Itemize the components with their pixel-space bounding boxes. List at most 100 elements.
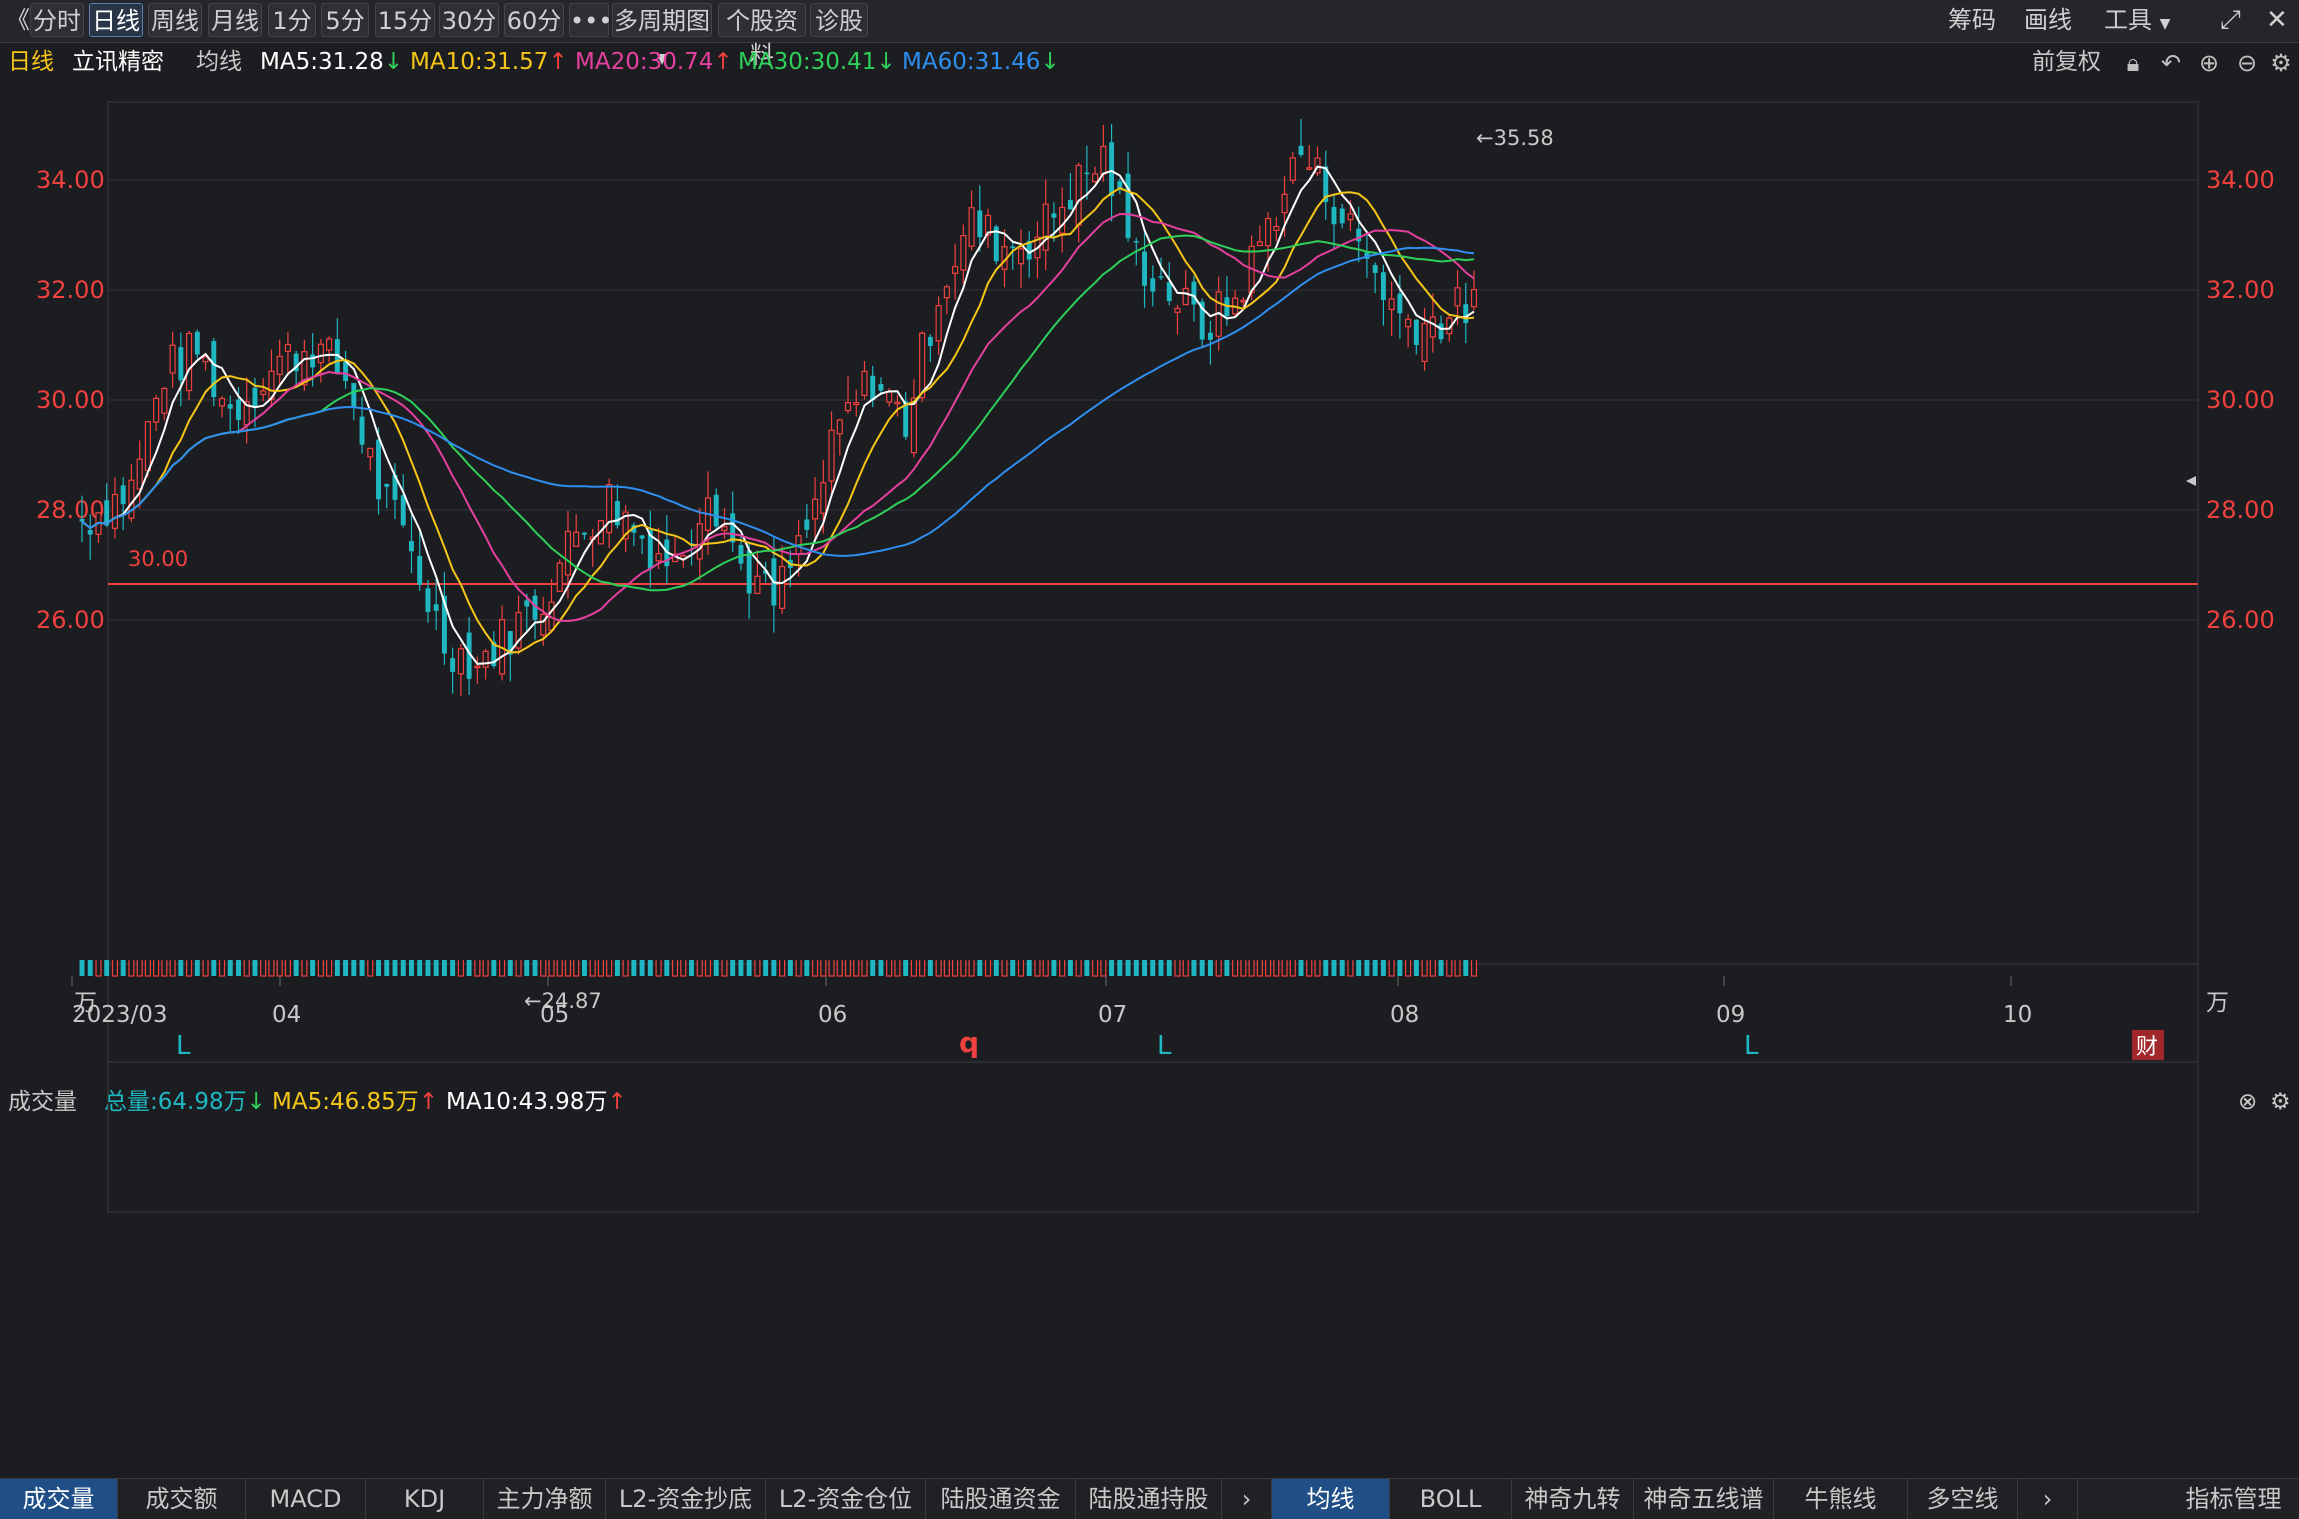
candle-body-up bbox=[811, 498, 819, 520]
tab-hk-connect-flow[interactable]: 陆股通资金 bbox=[926, 1479, 1076, 1519]
tab-macd[interactable]: MACD bbox=[246, 1479, 366, 1519]
volume-bar-up bbox=[301, 960, 308, 977]
candle-body-up bbox=[960, 234, 967, 271]
tab-weekly[interactable]: 周线 bbox=[148, 3, 202, 37]
lock-icon[interactable]: 🔒︎ bbox=[2126, 49, 2140, 77]
volume-bar-down bbox=[1158, 960, 1164, 976]
double-chevron-left-icon[interactable]: 《 bbox=[6, 6, 30, 34]
volume-bar-up bbox=[317, 960, 324, 977]
chips-button[interactable]: 筹码 bbox=[1948, 6, 1996, 34]
tab-bull-bear[interactable]: 牛熊线 bbox=[1774, 1479, 1908, 1519]
tab-long-short[interactable]: 多空线 bbox=[1908, 1479, 2018, 1519]
tab-l2-position[interactable]: L2-资金仓位 bbox=[766, 1479, 926, 1519]
candle-body-up bbox=[276, 355, 283, 376]
stock-profile-button[interactable]: 个股资料 bbox=[718, 3, 806, 69]
volume-bar-down bbox=[104, 960, 110, 976]
candle-body-down bbox=[491, 641, 497, 667]
candle-body-up bbox=[482, 650, 489, 668]
candle-body-up bbox=[161, 387, 168, 414]
candle-body-down bbox=[293, 353, 299, 372]
tab-magic-nine[interactable]: 神奇九转 bbox=[1512, 1479, 1634, 1519]
ma-label[interactable]: 均线 bbox=[196, 49, 242, 75]
tab-30min[interactable]: 30分 bbox=[439, 3, 499, 37]
marker-l-2[interactable]: L bbox=[1157, 1031, 1172, 1061]
multi-period-button[interactable]: 多周期图 ▼ bbox=[612, 3, 712, 67]
candlestick-chart[interactable]: 34.00 34.00 32.00 32.00 30.00 30.00 28.00 28.00… bbox=[0, 82, 2299, 1082]
volume-bar-up bbox=[1248, 960, 1255, 977]
undo-icon[interactable]: ↶ bbox=[2160, 49, 2182, 77]
chart-frame bbox=[107, 101, 2199, 1063]
candle-body-down bbox=[1026, 240, 1032, 260]
volume-bar-up bbox=[111, 960, 119, 977]
tab-monthly[interactable]: 月线 bbox=[208, 3, 262, 37]
candle-body-up bbox=[1240, 299, 1247, 303]
candle-body-up bbox=[136, 458, 143, 490]
stock-name[interactable]: 立讯精密 bbox=[72, 49, 164, 75]
marker-l-3[interactable]: L bbox=[1744, 1031, 1759, 1061]
tab-hk-connect-hold[interactable]: 陆股通持股 bbox=[1076, 1479, 1222, 1519]
zoom-out-icon[interactable]: ⊖ bbox=[2236, 49, 2258, 77]
tab-turnover[interactable]: 成交额 bbox=[118, 1479, 246, 1519]
tab-magic-five[interactable]: 神奇五线谱 bbox=[1634, 1479, 1774, 1519]
tab-15min[interactable]: 15分 bbox=[375, 3, 435, 37]
draw-line-button[interactable]: 画线 bbox=[2024, 6, 2072, 34]
more-button[interactable]: ••• bbox=[569, 3, 612, 37]
volume-bar-up bbox=[128, 960, 135, 977]
gear-icon[interactable]: ⚙ bbox=[2270, 49, 2292, 77]
ma30-value: MA30:30.41↓ bbox=[738, 49, 896, 75]
volume-bar-down bbox=[771, 960, 777, 976]
tab-ma[interactable]: 均线 bbox=[1272, 1479, 1390, 1519]
volume-bar-up bbox=[952, 960, 959, 977]
tab-60min[interactable]: 60分 bbox=[504, 3, 564, 37]
chevron-right-icon[interactable]: › bbox=[1222, 1479, 1272, 1519]
close-panel-icon[interactable]: ⊗ bbox=[2238, 1089, 2258, 1115]
candle-body-up bbox=[1092, 173, 1099, 183]
arrow-down-icon: ↓ bbox=[383, 49, 404, 75]
tools-button[interactable]: 工具 ▼ bbox=[2104, 3, 2170, 37]
zoom-in-icon[interactable]: ⊕ bbox=[2198, 49, 2220, 77]
marker-l-1[interactable]: L bbox=[176, 1031, 191, 1061]
volume-bar-up bbox=[968, 960, 975, 977]
marker-q[interactable]: q bbox=[959, 1026, 979, 1059]
tab-1min[interactable]: 1分 bbox=[268, 3, 316, 37]
candle-body-up bbox=[1182, 287, 1189, 306]
candle-body-down bbox=[1158, 276, 1164, 278]
tab-5min[interactable]: 5分 bbox=[321, 3, 369, 37]
volume-bar-down bbox=[1224, 960, 1230, 976]
candle-body-up bbox=[1421, 323, 1428, 362]
volume-bar-up bbox=[1281, 960, 1288, 977]
diagnose-button[interactable]: 诊股 bbox=[810, 3, 868, 37]
volume-bar-down bbox=[1199, 960, 1205, 976]
tab-intraday[interactable]: 分时 bbox=[30, 3, 84, 37]
volume-bar-up bbox=[861, 960, 868, 977]
candle-body-down bbox=[392, 474, 398, 500]
volume-unit-label: 万 bbox=[74, 990, 97, 1016]
indicator-manage-button[interactable]: 指标管理 bbox=[2185, 1485, 2282, 1513]
tab-volume[interactable]: 成交量 bbox=[0, 1479, 118, 1519]
volume-bar-down bbox=[870, 960, 876, 976]
finance-badge[interactable] bbox=[2132, 1030, 2164, 1060]
ma-lines bbox=[81, 165, 1475, 665]
candle-body-down bbox=[614, 501, 620, 526]
tab-main-net[interactable]: 主力净额 bbox=[484, 1479, 606, 1519]
candle-body-down bbox=[1356, 228, 1362, 242]
gear-icon[interactable]: ⚙ bbox=[2270, 1089, 2291, 1115]
fullscreen-icon[interactable]: ⤢ bbox=[2220, 5, 2241, 35]
volume-bar-down bbox=[376, 960, 381, 976]
volume-bar-up bbox=[161, 960, 168, 977]
close-icon[interactable]: ✕ bbox=[2266, 5, 2288, 35]
tab-daily[interactable]: 日线 bbox=[89, 3, 143, 37]
volume-bar-up bbox=[886, 960, 893, 977]
candle-body-up bbox=[696, 523, 703, 560]
chevron-right-icon[interactable]: › bbox=[2018, 1479, 2078, 1519]
candle-body-up bbox=[910, 397, 917, 454]
volume-bar-up bbox=[836, 960, 843, 977]
tab-l2-bottom[interactable]: L2-资金抄底 bbox=[606, 1479, 766, 1519]
tab-boll[interactable]: BOLL bbox=[1390, 1479, 1512, 1519]
tab-kdj[interactable]: KDJ bbox=[366, 1479, 484, 1519]
volume-chart[interactable]: 226.96226.96170.22170.22113.48113.4856.7… bbox=[0, 960, 2299, 1320]
adjust-mode[interactable]: 前复权 bbox=[2032, 49, 2101, 75]
candle-body-up bbox=[326, 338, 333, 351]
candle-body-down bbox=[211, 341, 217, 398]
candle-body-down bbox=[927, 336, 933, 347]
